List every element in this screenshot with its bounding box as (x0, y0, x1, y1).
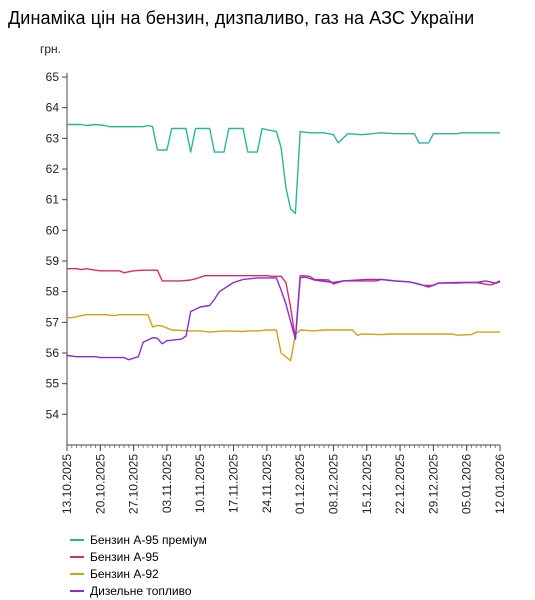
legend-swatch (70, 555, 84, 558)
axes: 54 55 56 57 58 59 60 61 62 63 64 65 13.10.2025 20.10.… (46, 70, 507, 514)
legend-item: Бензин А-95 (70, 548, 207, 565)
legend-label: Дизельне топливо (90, 583, 192, 598)
x-tick-label: 08.12.2025 (326, 454, 340, 514)
y-tick-label: 64 (46, 101, 60, 115)
x-tick-label: 29.12.2025 (426, 454, 440, 514)
legend-item: Дизельне топливо (70, 582, 207, 599)
series-line-бензин-а-95-преміум (67, 123, 500, 215)
x-tick-label: 10.11.2025 (193, 454, 207, 513)
y-tick-label: 65 (46, 70, 60, 84)
x-tick-label: 05.01.2026 (460, 454, 474, 514)
legend-swatch (70, 572, 84, 575)
legend-item: Бензин А-92 (70, 565, 207, 582)
y-tick-label: 55 (46, 377, 60, 391)
x-tick-label: 20.10.2025 (93, 454, 107, 514)
series-line-бензин-а-92 (67, 314, 500, 362)
legend-label: Бензин А-92 (90, 566, 159, 581)
legend-label: Бензин А-95 преміум (90, 532, 207, 547)
y-tick-label: 63 (46, 131, 60, 145)
x-tick-label: 17.11.2025 (227, 454, 241, 513)
x-tick-label: 03.11.2025 (160, 454, 174, 513)
y-axis-label: грн. (40, 42, 61, 56)
y-tick-label: 57 (46, 315, 60, 329)
x-tick-label: 12.01.2026 (493, 454, 507, 514)
legend-item: Бензин А-95 преміум (70, 531, 207, 548)
chart-title: Динаміка цін на бензин, дизпаливо, газ н… (8, 8, 475, 28)
y-tick-label: 58 (46, 285, 60, 299)
series-line-бензин-а-95 (67, 268, 501, 340)
legend-swatch (70, 589, 84, 592)
x-tick-label: 13.10.2025 (60, 454, 74, 514)
legend-label: Бензин А-95 (90, 549, 159, 564)
y-tick-label: 60 (46, 223, 60, 237)
legend-swatch (70, 538, 84, 541)
series-layer (66, 123, 501, 362)
x-tick-label: 01.12.2025 (293, 454, 307, 514)
y-tick-label: 54 (46, 407, 60, 421)
series-line-дизельне-топливо (66, 276, 501, 361)
x-tick-label: 22.12.2025 (393, 454, 407, 514)
y-tick-label: 62 (46, 162, 60, 176)
x-tick-label: 15.12.2025 (360, 454, 374, 514)
legend: Бензин А-95 преміум Бензин А-95 Бензин А-9… (70, 531, 207, 599)
y-tick-label: 61 (46, 193, 60, 207)
x-tick-label: 24.11.2025 (260, 454, 274, 513)
y-tick-label: 56 (46, 346, 60, 360)
x-tick-label: 27.10.2025 (127, 454, 141, 514)
y-tick-label: 59 (46, 254, 60, 268)
